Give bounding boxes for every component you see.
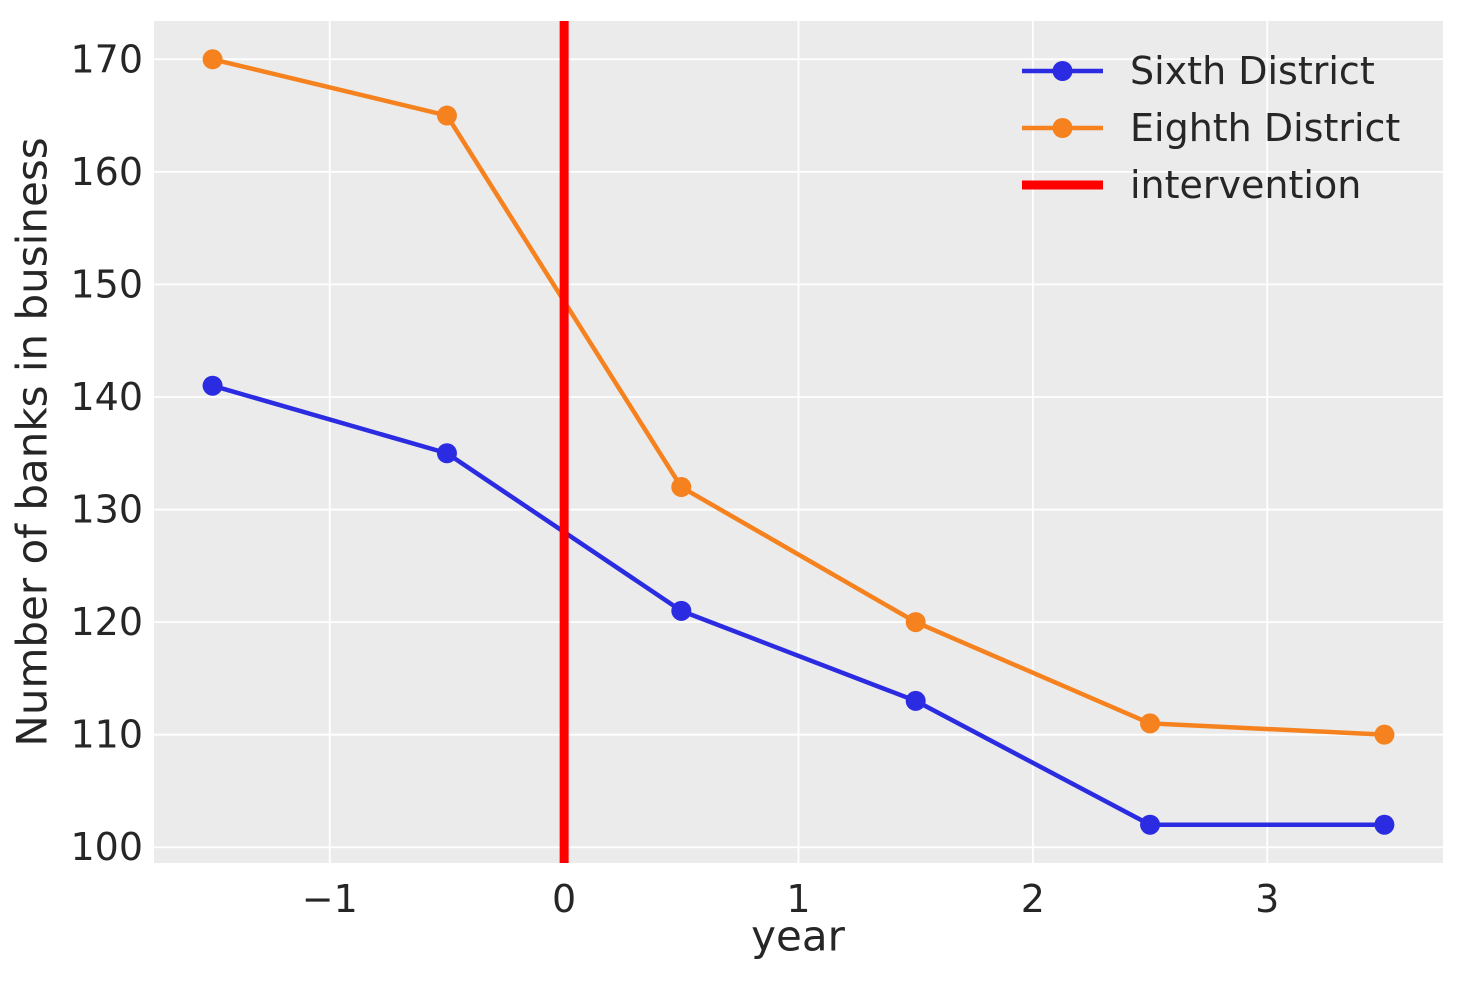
y-tick-label: 150 [70,262,143,306]
y-tick-label: 140 [70,375,143,419]
data-point-eighth-district [1140,713,1161,734]
legend: Sixth District Eighth District intervent… [1022,42,1400,213]
y-tick-label: 120 [70,600,143,644]
x-tick-label: 0 [552,877,576,921]
data-point-eighth-district [436,105,457,126]
line-marker-sample-icon [1022,117,1103,138]
y-tick-label: 170 [70,37,143,81]
data-point-eighth-district [905,612,926,633]
legend-label: Sixth District [1130,48,1375,93]
legend-label: intervention [1130,162,1362,207]
y-tick-label: 130 [70,488,143,532]
y-axis-label: Number of banks in business [7,137,57,747]
y-tick-label: 160 [70,150,143,194]
data-point-eighth-district [202,49,223,70]
x-tick-label: 3 [1255,877,1279,921]
legend-label: Eighth District [1130,105,1401,150]
data-point-eighth-district [1374,724,1395,745]
data-point-sixth-district [202,375,223,396]
x-axis-label: year [751,911,845,961]
legend-item-eighth-district: Eighth District [1022,99,1400,156]
legend-item-sixth-district: Sixth District [1022,42,1400,99]
thick-line-sample-icon [1022,180,1103,189]
x-tick-label: 2 [1021,877,1045,921]
y-tick-label: 110 [70,713,143,757]
y-tick-label: 100 [70,825,143,869]
series-line-eighth-district [210,57,1387,737]
x-tick-label: −1 [302,877,358,921]
data-point-sixth-district [671,600,692,621]
data-point-sixth-district [436,443,457,464]
line-marker-sample-icon [1022,60,1103,81]
data-point-sixth-district [1374,814,1395,835]
data-point-eighth-district [671,477,692,498]
data-point-sixth-district [905,690,926,711]
legend-item-intervention: intervention [1022,156,1400,213]
series-line-sixth-district [210,383,1387,827]
x-tick-label: 1 [786,877,810,921]
data-point-sixth-district [1140,814,1161,835]
